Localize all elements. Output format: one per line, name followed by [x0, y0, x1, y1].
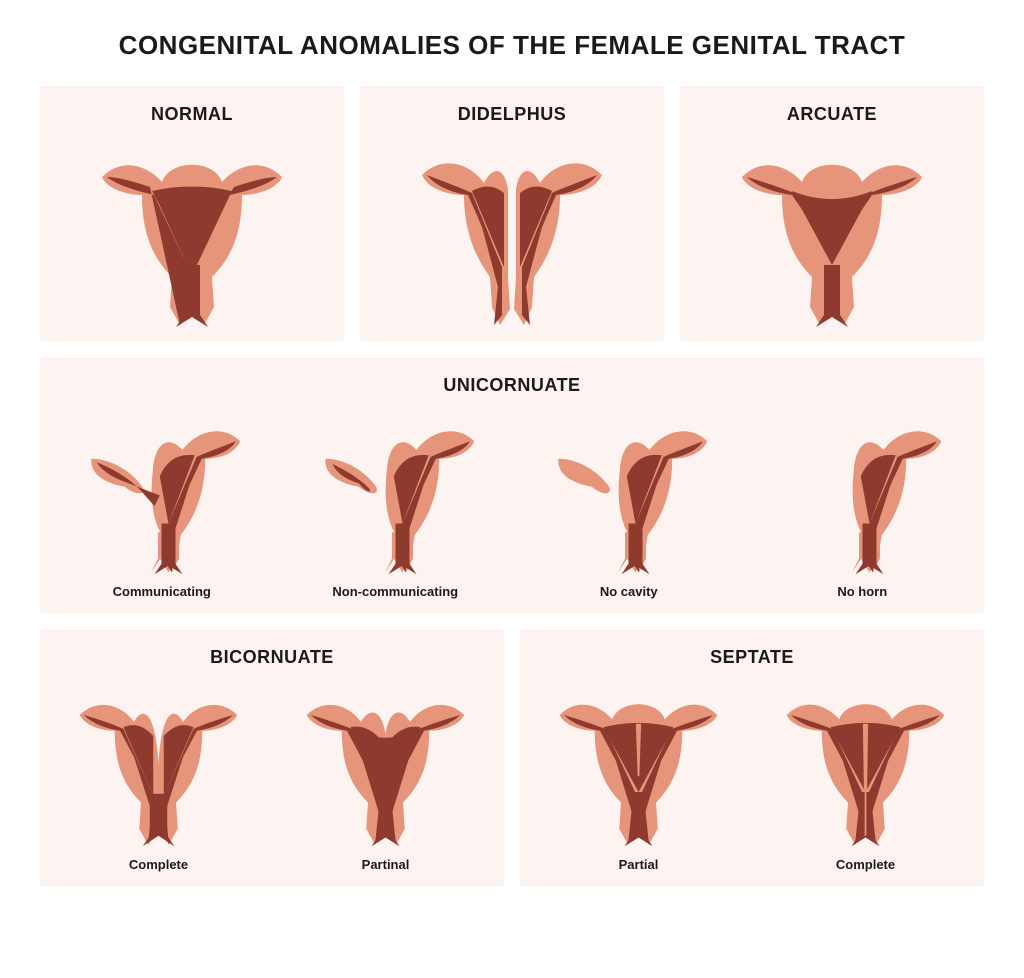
panel-title: NORMAL: [50, 104, 334, 125]
sub-label: Partial: [619, 857, 659, 872]
diagram-bi-partial: Partinal: [277, 680, 494, 871]
panel-title: DIDELPHUS: [370, 104, 654, 125]
panel-unicornuate: UNICORNUATE Communicating Non-: [40, 357, 984, 613]
panel-didelphus: DIDELPHUS: [360, 86, 664, 341]
uterus-icon: [92, 137, 292, 327]
panel-septate: SEPTATE Partial Complete: [520, 629, 984, 885]
sub-label: Complete: [836, 857, 895, 872]
panel-title: BICORNUATE: [50, 647, 494, 668]
diagram-arcuate: [690, 137, 974, 327]
sub-label: No cavity: [600, 584, 658, 599]
diagram-normal: [50, 137, 334, 327]
uterus-icon: [298, 680, 473, 846]
diagram-uni-comm: Communicating: [50, 408, 274, 599]
diagram-bi-complete: Complete: [50, 680, 267, 871]
row-2: UNICORNUATE Communicating Non-: [40, 357, 984, 613]
uterus-icon: [778, 680, 953, 846]
row-1: NORMAL DIDELPHUS ARCUATE: [40, 86, 984, 341]
uterus-icon: [412, 137, 612, 327]
uterus-icon: [551, 680, 726, 846]
panel-normal: NORMAL: [40, 86, 344, 341]
sub-label: Non-communicating: [332, 584, 458, 599]
panel-title: ARCUATE: [690, 104, 974, 125]
page-title: CONGENITAL ANOMALIES OF THE FEMALE GENIT…: [40, 30, 984, 61]
sub-label: Communicating: [113, 584, 211, 599]
uterus-icon: [732, 137, 932, 327]
sub-label: No horn: [837, 584, 887, 599]
panel-title: UNICORNUATE: [50, 375, 974, 396]
row-3: BICORNUATE Complete Partinal SEPTATE: [40, 629, 984, 885]
uterus-icon: [541, 408, 716, 574]
uterus-icon: [308, 408, 483, 574]
panel-title: SEPTATE: [530, 647, 974, 668]
diagram-didelphus: [370, 137, 654, 327]
diagram-uni-nocavity: No cavity: [517, 408, 741, 599]
panel-arcuate: ARCUATE: [680, 86, 984, 341]
diagram-sep-complete: Complete: [757, 680, 974, 871]
panel-bicornuate: BICORNUATE Complete Partinal: [40, 629, 504, 885]
diagram-uni-noncomm: Non-communicating: [284, 408, 508, 599]
uterus-icon: [74, 408, 249, 574]
uterus-icon: [775, 408, 950, 574]
diagram-uni-nohorn: No horn: [751, 408, 975, 599]
diagram-sep-partial: Partial: [530, 680, 747, 871]
sub-label: Complete: [129, 857, 188, 872]
uterus-icon: [71, 680, 246, 846]
sub-label: Partinal: [362, 857, 410, 872]
